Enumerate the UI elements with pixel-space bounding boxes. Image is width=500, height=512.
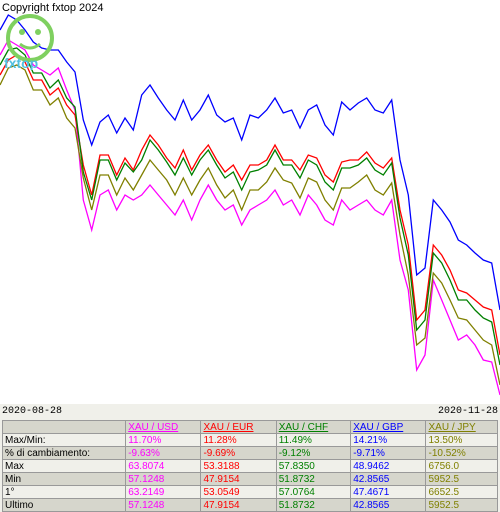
cell: -9.69% <box>201 447 276 460</box>
cell: 51.8732 <box>276 499 351 512</box>
cell: 57.1248 <box>126 499 201 512</box>
cell: 6756.0 <box>426 460 498 473</box>
cell: XAU / EUR <box>201 421 276 434</box>
stats-table: XAU / USDXAU / EURXAU / CHFXAU / GBPXAU … <box>2 420 498 512</box>
cell: 53.0549 <box>201 486 276 499</box>
row-label: Max <box>3 460 126 473</box>
row-label <box>3 421 126 434</box>
cell: 5952.5 <box>426 473 498 486</box>
cell: XAU / CHF <box>276 421 351 434</box>
cell: 47.9154 <box>201 473 276 486</box>
cell: 11.28% <box>201 434 276 447</box>
copyright-text: Copyright fxtop 2024 <box>2 2 104 14</box>
cell: 11.70% <box>126 434 201 447</box>
cell: 63.8074 <box>126 460 201 473</box>
cell: 47.4671 <box>351 486 426 499</box>
cell: 42.8565 <box>351 499 426 512</box>
cell: 47.9154 <box>201 499 276 512</box>
cell: XAU / GBP <box>351 421 426 434</box>
cell: 51.8732 <box>276 473 351 486</box>
cell: 57.0764 <box>276 486 351 499</box>
cell: XAU / USD <box>126 421 201 434</box>
row-label: Min <box>3 473 126 486</box>
row-label: 1° <box>3 486 126 499</box>
cell: 5952.5 <box>426 499 498 512</box>
cell: -9.63% <box>126 447 201 460</box>
cell: -9.12% <box>276 447 351 460</box>
date-end: 2020-11-28 <box>438 406 498 417</box>
date-start: 2020-08-28 <box>2 406 62 417</box>
svg-text:fxtop: fxtop <box>4 55 38 70</box>
cell: -10.52% <box>426 447 498 460</box>
cell: 63.2149 <box>126 486 201 499</box>
cell: XAU / JPY <box>426 421 498 434</box>
cell: -9.71% <box>351 447 426 460</box>
cell: 11.49% <box>276 434 351 447</box>
cell: 6652.5 <box>426 486 498 499</box>
row-label: Max/Min: <box>3 434 126 447</box>
row-label: % di cambiamento: <box>3 447 126 460</box>
cell: 42.8565 <box>351 473 426 486</box>
cell: 53.3188 <box>201 460 276 473</box>
cell: 57.1248 <box>126 473 201 486</box>
cell: 13.50% <box>426 434 498 447</box>
cell: 48.9462 <box>351 460 426 473</box>
line-chart <box>0 0 500 404</box>
cell: 14.21% <box>351 434 426 447</box>
row-label: Ultimo <box>3 499 126 512</box>
watermark-logo: fxtop <box>2 10 62 73</box>
cell: 57.8350 <box>276 460 351 473</box>
